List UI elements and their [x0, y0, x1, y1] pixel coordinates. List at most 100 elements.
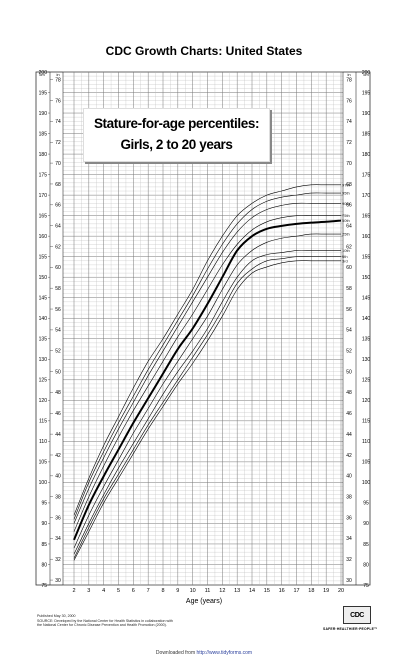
y-tick-label-cm: 135 — [39, 337, 48, 343]
cdc-logo-tagline: SAFER·HEALTHIER·PEOPLE™ — [323, 627, 378, 631]
y-tick-label-cm-right: 125 — [362, 378, 371, 384]
series-line-95th — [73, 192, 341, 520]
download-link[interactable]: http://www.tidyforms.com — [196, 650, 253, 656]
y-tick-label-cm-right: 120 — [362, 398, 371, 404]
y-tick-label-in: 62 — [55, 244, 61, 250]
y-tick-label-in-right: 72 — [346, 140, 352, 146]
x-tick-label: 15 — [264, 588, 270, 594]
x-tick-label: 6 — [132, 588, 135, 594]
y-tick-label-in-right: 40 — [346, 474, 352, 480]
y-tick-label-in: 42 — [55, 453, 61, 459]
footer-source: Published May 30, 2000 SOURCE: Developed… — [37, 614, 277, 628]
series-line-5th — [73, 256, 341, 559]
chart-title-box: Stature-for-age percentiles: Girls, 2 to… — [83, 108, 270, 162]
y-tick-label-cm-right: 160 — [362, 234, 371, 240]
y-tick-label-cm: 125 — [39, 378, 48, 384]
y-tick-label-cm: 105 — [39, 460, 48, 466]
y-tick-label-in-right: 46 — [346, 411, 352, 417]
x-tick-label: 10 — [190, 588, 196, 594]
y-tick-label-cm: 110 — [39, 439, 47, 445]
chart-title: Stature-for-age percentiles: — [93, 116, 260, 131]
x-tick-label: 19 — [323, 588, 329, 594]
published-date: Published May 30, 2000 — [37, 614, 76, 618]
y-tick-label-in-right: 70 — [346, 161, 352, 167]
source-line-2: the National Center for Chronic Disease … — [37, 623, 167, 628]
series-label-25th: 25th — [342, 232, 350, 237]
x-tick-label: 17 — [293, 588, 299, 594]
y-tick-label-in: 52 — [55, 349, 61, 355]
y-tick-label-in: 46 — [55, 411, 61, 417]
series-label-95th: 95th — [342, 191, 350, 196]
y-tick-label-cm-right: 135 — [362, 337, 371, 343]
y-tick-label-in-right: 52 — [346, 349, 352, 355]
y-tick-label-cm: 75 — [41, 583, 47, 589]
y-tick-label-in-right: 50 — [346, 369, 352, 375]
x-tick-label: 2 — [72, 588, 75, 594]
y-tick-label-cm-right: 80 — [363, 562, 369, 568]
y-tick-label-in-right: 42 — [346, 453, 352, 459]
series-label-75th: 75th — [342, 213, 350, 218]
y-tick-label-cm-right: 190 — [362, 111, 371, 117]
series-line-25th — [73, 233, 341, 549]
y-tick-label-cm: 170 — [39, 193, 48, 199]
series-line-10th — [73, 250, 341, 555]
y-tick-label-in: 60 — [55, 265, 61, 271]
y-tick-label-cm: 155 — [39, 254, 48, 260]
series-line-50th — [73, 219, 342, 541]
y-tick-label-cm-right: 180 — [362, 152, 371, 158]
y-tick-label-cm-right: 175 — [362, 172, 371, 178]
series-label-3rd: 3rd — [342, 258, 348, 263]
y-tick-label-in-right: 34 — [346, 536, 352, 542]
y-tick-label-in-right: 60 — [346, 265, 352, 271]
y-tick-label-cm: 80 — [41, 562, 47, 568]
y-tick-label-in: 56 — [55, 307, 61, 313]
y-tick-label-in: 38 — [55, 494, 61, 500]
series-label-90th: 90th — [342, 201, 350, 206]
series-label-97th: 97th — [342, 182, 350, 187]
y-tick-label-in-right: 38 — [346, 494, 352, 500]
y-unit-in: in — [56, 72, 59, 77]
y-tick-label-cm-right: 165 — [362, 213, 371, 219]
y-tick-label-cm-right: 145 — [362, 296, 371, 302]
y-tick-label-in-right: 48 — [346, 390, 352, 396]
y-tick-label-cm: 140 — [39, 316, 48, 322]
y-tick-label-in-right: 44 — [346, 432, 352, 438]
y-tick-label-cm-right: 140 — [362, 316, 371, 322]
y-tick-label-in: 48 — [55, 390, 61, 396]
y-tick-label-in: 72 — [55, 140, 61, 146]
y-tick-label-cm: 120 — [39, 398, 48, 404]
y-tick-label-in-right: 68 — [346, 182, 352, 188]
y-tick-label-cm-right: 195 — [362, 90, 371, 96]
x-tick-label: 5 — [117, 588, 120, 594]
y-tick-label-cm: 95 — [41, 501, 47, 507]
y-tick-label-in-right: 56 — [346, 307, 352, 313]
y-tick-label-in: 54 — [55, 328, 61, 334]
series-line-97th — [73, 184, 341, 516]
x-tick-label: 14 — [249, 588, 255, 594]
y-tick-label-cm: 115 — [39, 419, 47, 425]
y-tick-label-cm-right: 100 — [362, 480, 371, 486]
cdc-logo-text: CDC — [350, 611, 364, 619]
y-tick-label-in-right: 76 — [346, 98, 352, 104]
series-label-5th: 5th — [342, 254, 348, 259]
cdc-logo: CDC — [343, 606, 371, 624]
y-tick-label-in-right: 30 — [346, 578, 352, 584]
series-line-90th — [73, 202, 341, 524]
y-tick-label-cm-right: 105 — [362, 460, 371, 466]
y-tick-label-in: 76 — [55, 98, 61, 104]
y-tick-label-cm: 200 — [39, 70, 48, 76]
download-prefix: Downloaded from — [155, 650, 196, 656]
y-tick-label-in: 30 — [55, 578, 61, 584]
y-tick-label-cm-right: 130 — [362, 357, 371, 363]
x-tick-label: 13 — [234, 588, 240, 594]
y-tick-label-in: 44 — [55, 432, 61, 438]
y-tick-label-in: 32 — [55, 557, 61, 563]
page-title: CDC Growth Charts: United States — [105, 44, 303, 58]
x-tick-label: 16 — [279, 588, 285, 594]
y-tick-label-cm: 100 — [39, 480, 48, 486]
percentile-curves — [73, 184, 342, 561]
x-tick-label: 11 — [205, 588, 211, 594]
y-tick-label-in-right: 58 — [346, 286, 352, 292]
